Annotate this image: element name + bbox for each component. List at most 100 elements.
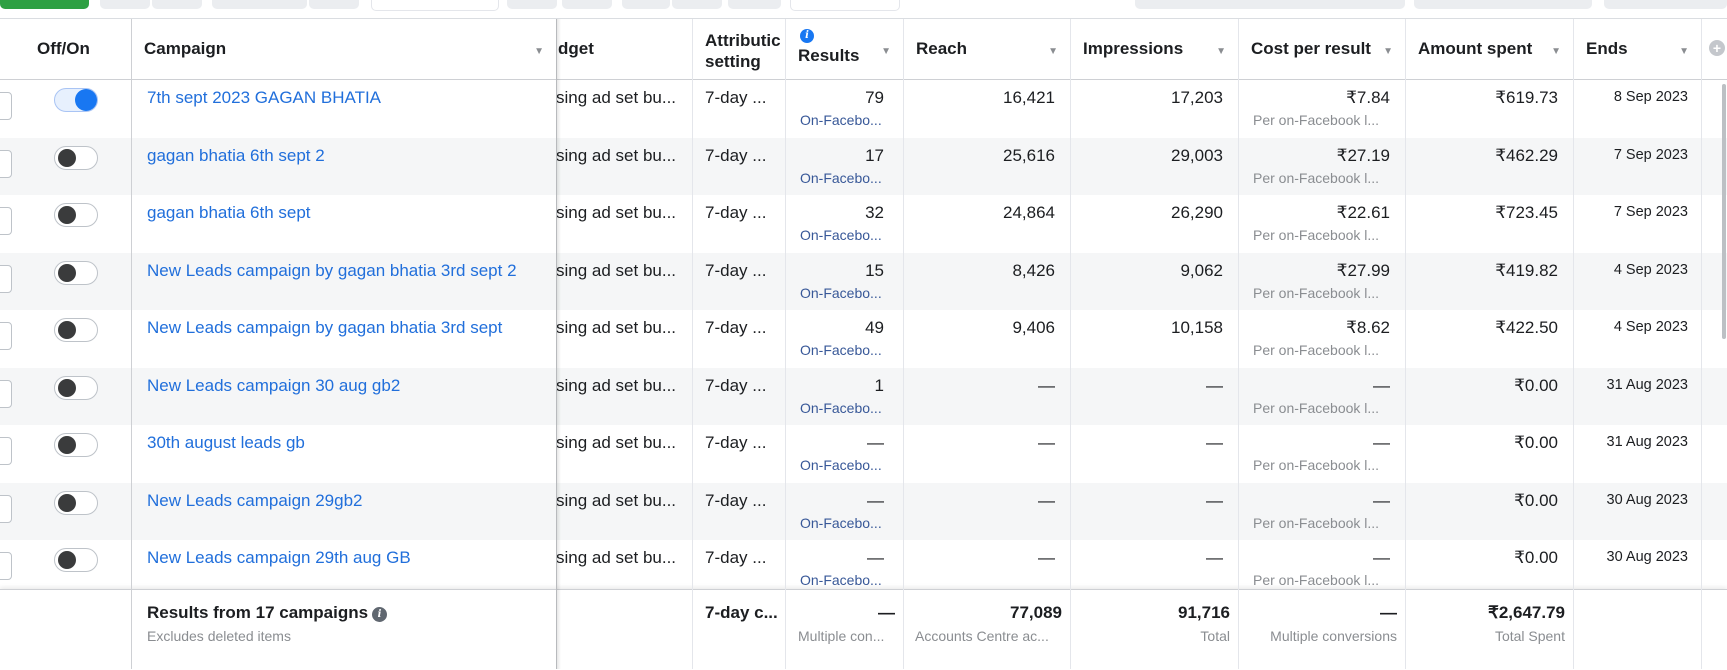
ends-value: 30 Aug 2023 xyxy=(1606,549,1688,565)
table-row[interactable]: New Leads campaign 29th aug GB sing ad se… xyxy=(0,540,1727,598)
sort-arrow-icon[interactable]: ▼ xyxy=(881,46,891,57)
campaign-toggle[interactable] xyxy=(54,88,98,112)
toolbar-button[interactable] xyxy=(790,0,900,11)
col-budget[interactable]: dget xyxy=(556,19,692,79)
vertical-scrollbar[interactable] xyxy=(1722,84,1726,339)
budget-cell: sing ad set bu... xyxy=(556,483,692,541)
sort-arrow-icon[interactable]: ▼ xyxy=(1551,46,1561,57)
off-on-cell xyxy=(0,310,131,368)
ends-value: 8 Sep 2023 xyxy=(1613,89,1688,105)
toolbar-button[interactable] xyxy=(152,0,202,9)
toolbar-button[interactable] xyxy=(562,0,612,9)
results-type-link[interactable]: On-Facebo... xyxy=(800,227,882,243)
col-off-on[interactable]: Off/On xyxy=(24,19,131,79)
toolbar-button[interactable] xyxy=(507,0,557,9)
toolbar-button[interactable] xyxy=(371,0,499,11)
ends-value: 31 Aug 2023 xyxy=(1606,376,1688,393)
info-icon[interactable]: i xyxy=(800,29,814,43)
sort-arrow-icon[interactable]: ▼ xyxy=(534,46,544,57)
col-ends[interactable]: Ends ▼ xyxy=(1573,19,1701,79)
col-campaign[interactable]: Campaign ▼ xyxy=(131,19,556,79)
results-type-link[interactable]: On-Facebo... xyxy=(800,112,882,128)
row-checkbox[interactable] xyxy=(0,379,12,408)
sort-arrow-icon[interactable]: ▼ xyxy=(1383,46,1393,57)
column-divider[interactable] xyxy=(1070,19,1071,669)
col-reach[interactable]: Reach ▼ xyxy=(903,19,1070,79)
table-row[interactable]: New Leads campaign 29gb2 sing ad set bu..… xyxy=(0,482,1727,541)
results-type-link[interactable]: On-Facebo... xyxy=(800,399,882,416)
col-amount-spent[interactable]: Amount spent ▼ xyxy=(1405,19,1573,79)
campaign-toggle[interactable] xyxy=(54,318,98,342)
toolbar-button[interactable] xyxy=(1604,0,1727,9)
table-row[interactable]: New Leads campaign by gagan bhatia 3rd s… xyxy=(0,252,1727,310)
add-column-icon[interactable]: + xyxy=(1709,40,1725,56)
campaign-name-link[interactable]: New Leads campaign 30 aug gb2 xyxy=(147,375,401,395)
toolbar-button[interactable] xyxy=(309,0,359,9)
results-type-link[interactable]: On-Facebo... xyxy=(800,514,882,531)
campaign-toggle[interactable] xyxy=(54,203,98,227)
column-divider[interactable] xyxy=(692,19,693,669)
info-icon[interactable]: i xyxy=(372,607,388,622)
column-divider[interactable] xyxy=(785,19,786,669)
toolbar-button[interactable] xyxy=(1135,0,1405,9)
row-checkbox[interactable] xyxy=(0,207,12,235)
campaign-toggle[interactable] xyxy=(54,548,98,572)
results-type-link[interactable]: On-Facebo... xyxy=(800,342,882,358)
row-checkbox[interactable] xyxy=(0,437,12,465)
column-divider[interactable] xyxy=(903,19,904,669)
sort-arrow-icon[interactable]: ▼ xyxy=(1679,46,1689,57)
table-row[interactable]: 7th sept 2023 GAGAN BHATIA sing ad set bu… xyxy=(0,80,1727,138)
table-row[interactable]: New Leads campaign by gagan bhatia 3rd s… xyxy=(0,310,1727,368)
table-row[interactable]: gagan bhatia 6th sept 2 sing ad set bu...… xyxy=(0,137,1727,195)
campaign-toggle[interactable] xyxy=(54,433,98,457)
campaign-name-cell: New Leads campaign 29th aug GB xyxy=(131,540,556,598)
table-row[interactable]: 30th august leads gb sing ad set bu... 7-d… xyxy=(0,425,1727,483)
campaign-toggle[interactable] xyxy=(54,260,98,285)
toolbar-button[interactable] xyxy=(672,0,722,9)
toolbar-button[interactable] xyxy=(728,0,781,9)
toolbar-button[interactable] xyxy=(1414,0,1592,9)
campaign-toggle[interactable] xyxy=(54,375,98,400)
campaign-name-link[interactable]: 30th august leads gb xyxy=(147,433,305,452)
row-checkbox[interactable] xyxy=(0,149,12,178)
campaign-toggle[interactable] xyxy=(54,490,98,515)
toolbar-button[interactable] xyxy=(100,0,150,9)
toolbar-button[interactable] xyxy=(622,0,670,9)
sort-arrow-icon[interactable]: ▼ xyxy=(1216,46,1226,57)
campaign-name-link[interactable]: gagan bhatia 6th sept 2 xyxy=(147,145,325,165)
row-checkbox[interactable] xyxy=(0,264,12,293)
results-type-link[interactable]: On-Facebo... xyxy=(800,169,882,186)
campaign-name-link[interactable]: New Leads campaign by gagan bhatia 3rd s… xyxy=(147,260,517,280)
ends-value: 7 Sep 2023 xyxy=(1613,146,1688,163)
column-divider[interactable] xyxy=(1405,19,1406,669)
col-attribution[interactable]: Attributic setting xyxy=(692,19,785,79)
column-divider[interactable] xyxy=(1238,19,1239,669)
table-row[interactable]: gagan bhatia 6th sept sing ad set bu... 7-… xyxy=(0,195,1727,253)
campaign-name-link[interactable]: 7th sept 2023 GAGAN BHATIA xyxy=(147,88,382,107)
attribution-cell: 7-day ... xyxy=(692,425,785,483)
col-cost-per-result[interactable]: Cost per result ▼ xyxy=(1238,19,1405,79)
campaign-name-link[interactable]: New Leads campaign by gagan bhatia 3rd s… xyxy=(147,318,503,337)
col-results[interactable]: i Results ▼ xyxy=(785,19,903,79)
column-divider[interactable] xyxy=(556,19,557,669)
campaign-name-link[interactable]: New Leads campaign 29gb2 xyxy=(147,490,363,510)
create-button[interactable] xyxy=(0,0,89,9)
campaign-toggle[interactable] xyxy=(54,145,98,170)
results-value: 17 xyxy=(865,145,884,165)
results-type-link[interactable]: On-Facebo... xyxy=(800,284,882,301)
column-divider[interactable] xyxy=(1573,19,1574,669)
toolbar-button[interactable] xyxy=(212,0,307,9)
table-row[interactable]: New Leads campaign 30 aug gb2 sing ad set… xyxy=(0,367,1727,425)
results-type-link[interactable]: On-Facebo... xyxy=(800,572,882,588)
row-checkbox[interactable] xyxy=(0,322,12,350)
row-checkbox[interactable] xyxy=(0,494,12,523)
campaign-name-link[interactable]: gagan bhatia 6th sept xyxy=(147,203,311,222)
column-divider[interactable] xyxy=(1701,19,1702,669)
cost-per-result-cell: ₹8.62 Per on-Facebook l... xyxy=(1238,310,1405,368)
row-checkbox[interactable] xyxy=(0,92,12,120)
row-checkbox[interactable] xyxy=(0,552,12,580)
col-impressions[interactable]: Impressions ▼ xyxy=(1070,19,1238,79)
campaign-name-link[interactable]: New Leads campaign 29th aug GB xyxy=(147,548,411,567)
sort-arrow-icon[interactable]: ▼ xyxy=(1048,46,1058,57)
results-type-link[interactable]: On-Facebo... xyxy=(800,457,882,473)
